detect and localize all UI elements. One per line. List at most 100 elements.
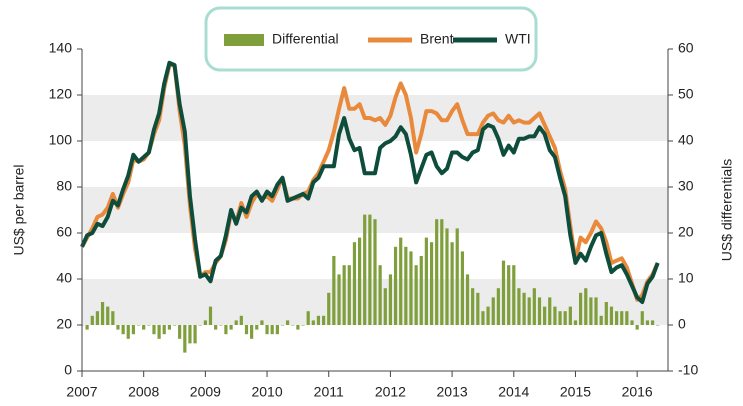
bar: [393, 246, 398, 325]
bar: [656, 325, 660, 326]
bar: [445, 228, 449, 325]
bar: [183, 325, 187, 353]
y-tick-label: 100: [49, 132, 73, 148]
bar: [460, 251, 465, 325]
bar: [604, 302, 608, 325]
y2-tick-label: 0: [678, 316, 686, 332]
bar: [337, 274, 341, 325]
y-tick-label: 20: [56, 316, 72, 332]
y2-tick-label: 60: [678, 40, 694, 56]
bar: [111, 311, 115, 325]
bar: [373, 219, 377, 325]
legend-swatch: [224, 34, 264, 46]
marks: [80, 60, 660, 353]
y-tick-label: 0: [64, 362, 72, 378]
bar: [265, 325, 269, 335]
bar: [486, 306, 490, 325]
bar: [219, 325, 223, 326]
y2-tick-label: 30: [678, 178, 694, 194]
bar: [347, 265, 351, 325]
bar: [584, 288, 588, 325]
y2-tick-label: 40: [678, 132, 694, 148]
bar: [388, 274, 393, 325]
bar: [270, 325, 274, 335]
bar: [131, 325, 135, 335]
bar: [409, 251, 413, 325]
y-tick-label: 140: [49, 40, 73, 56]
y2-tick-label: 10: [678, 270, 694, 286]
bar: [244, 325, 249, 335]
bar: [625, 311, 629, 325]
bar: [327, 292, 331, 325]
bar: [239, 315, 243, 325]
bar: [90, 315, 94, 325]
bar: [553, 306, 557, 325]
bar: [635, 325, 639, 330]
bar: [522, 292, 526, 325]
x-tick-label: 2015: [560, 384, 591, 400]
bar: [352, 242, 357, 325]
bar: [630, 320, 634, 325]
bar: [532, 288, 536, 325]
y2-tick-label: 50: [678, 86, 694, 102]
bar: [471, 288, 475, 325]
bar: [296, 325, 300, 330]
bar: [342, 265, 346, 325]
bar: [450, 242, 454, 325]
bar: [306, 311, 310, 325]
bar: [496, 288, 500, 325]
bar: [260, 320, 264, 325]
bar: [203, 320, 207, 325]
bar: [106, 306, 110, 325]
bar: [301, 325, 305, 326]
bar: [378, 265, 382, 325]
bar: [136, 325, 141, 326]
bar: [363, 214, 367, 325]
bar: [424, 237, 428, 325]
bar: [558, 311, 562, 325]
bar: [414, 265, 418, 325]
bar: [517, 288, 521, 325]
bar: [568, 306, 572, 325]
x-tick-label: 2007: [66, 384, 97, 400]
bar: [465, 274, 470, 325]
legend-label: WTI: [505, 31, 531, 47]
bar: [573, 320, 578, 325]
bar: [229, 325, 233, 330]
bar: [188, 325, 192, 344]
bar: [368, 214, 372, 325]
bar: [609, 306, 614, 325]
bar: [116, 325, 120, 330]
bar: [152, 325, 156, 335]
bar: [126, 325, 130, 339]
bar: [234, 320, 238, 325]
bar: [512, 265, 516, 325]
bar: [563, 311, 567, 325]
y2-tick-label: 20: [678, 224, 694, 240]
x-tick-label: 2010: [251, 384, 282, 400]
bar: [429, 242, 434, 325]
bar: [640, 311, 644, 325]
y-tick-label: 60: [56, 224, 72, 240]
bar: [121, 325, 125, 335]
bar: [543, 306, 547, 325]
bar: [142, 325, 146, 330]
x-tick-label: 2016: [622, 384, 653, 400]
bar: [167, 325, 172, 330]
bar: [162, 325, 166, 335]
line: [80, 60, 660, 304]
bar: [399, 237, 403, 325]
grid-band: [82, 95, 668, 141]
bar: [507, 265, 511, 325]
bar: [455, 228, 459, 325]
x-tick-label: 2013: [437, 384, 468, 400]
bar: [599, 315, 603, 325]
y2-axis-label: US$ differentials: [719, 159, 735, 261]
bar: [594, 297, 598, 325]
legend-label: Differential: [272, 31, 339, 47]
y-axis-label: US$ per barrel: [11, 164, 27, 255]
legend-label: Brent: [420, 31, 454, 47]
bar: [275, 325, 279, 335]
bar: [178, 325, 182, 339]
